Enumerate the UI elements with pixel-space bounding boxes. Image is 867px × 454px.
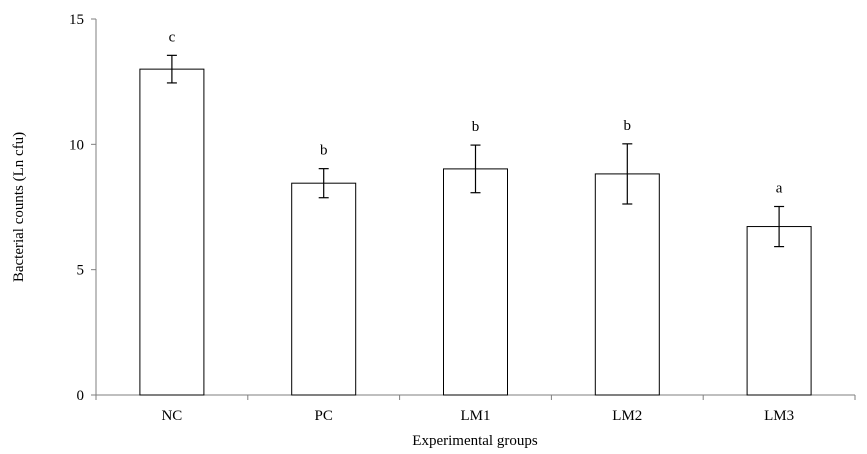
- bars: [139, 68, 812, 396]
- bar: [594, 173, 660, 396]
- bar: [291, 182, 357, 396]
- x-tick-label: LM3: [764, 408, 794, 424]
- x-tick-labels: NC PC LM1 LM2 LM3: [95, 395, 856, 424]
- bar: [746, 226, 812, 396]
- bar: [443, 168, 508, 396]
- y-tick-label: 15: [69, 12, 84, 28]
- x-tick-label: NC: [161, 408, 182, 424]
- significance-labels: c b b b a: [169, 29, 783, 196]
- x-axis-title: Experimental groups: [412, 433, 538, 449]
- bar: [139, 68, 205, 396]
- y-axis-title: Bacterial counts (Ln cfu): [11, 132, 27, 282]
- y-tick-label: 5: [77, 263, 85, 279]
- y-tick-label: 10: [69, 137, 84, 153]
- x-tick-label: LM1: [461, 408, 491, 424]
- significance-label: b: [320, 143, 328, 159]
- x-tick-label: LM2: [612, 408, 642, 424]
- y-tick-labels: 0 5 10 15: [69, 12, 96, 404]
- error-bars: [166, 54, 785, 248]
- significance-label: c: [169, 29, 176, 45]
- x-tick-label: PC: [315, 408, 333, 424]
- significance-label: b: [624, 118, 632, 134]
- significance-label: b: [472, 119, 480, 135]
- significance-label: a: [776, 180, 783, 196]
- y-tick-label: 0: [77, 388, 85, 404]
